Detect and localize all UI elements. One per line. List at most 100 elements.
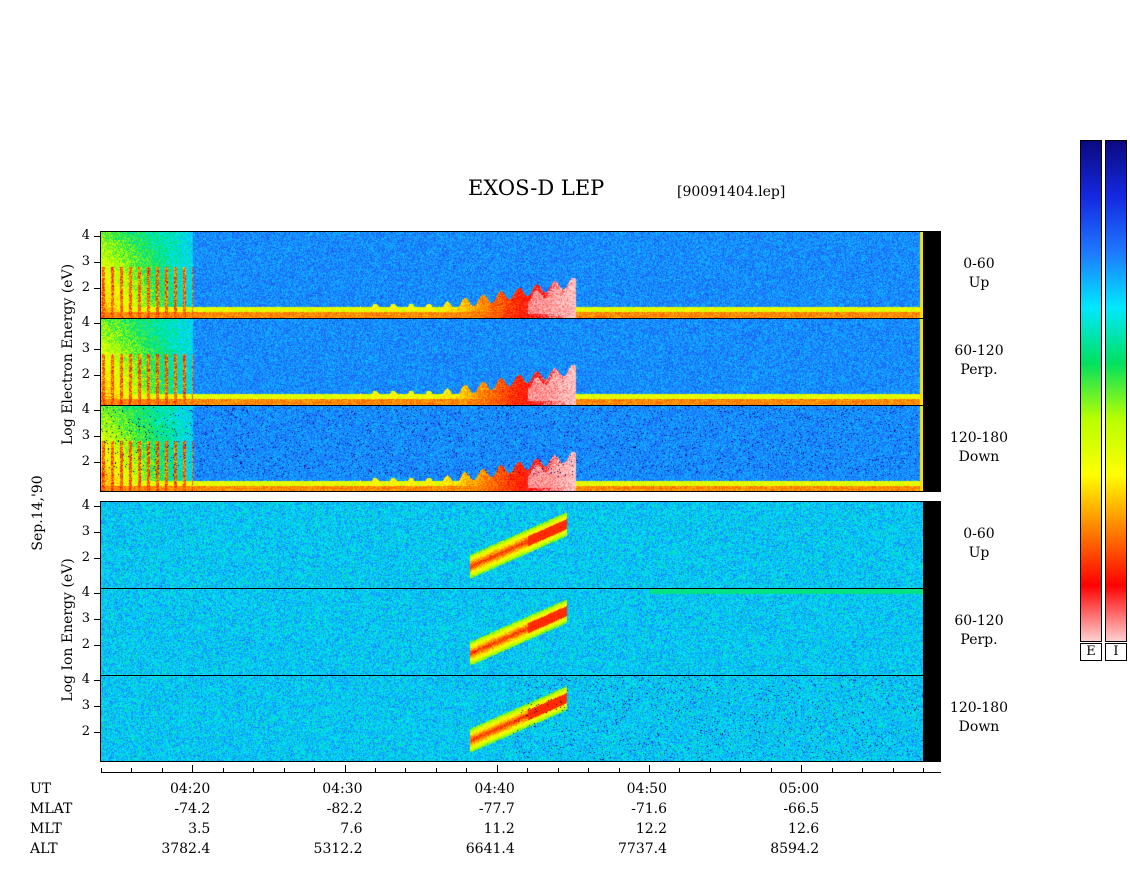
pitch-direction: Up: [968, 275, 990, 291]
y-tick-label: 4: [81, 315, 90, 330]
pitch-direction: Down: [958, 719, 1000, 735]
x-tick-mark: [649, 765, 650, 773]
y-tick-label: 2: [81, 454, 90, 469]
y-tick-label: 2: [81, 367, 90, 382]
ion-colorbar: [1105, 140, 1127, 642]
ion-up-spectrogram: [101, 502, 923, 588]
x-row-value: 04:20: [169, 781, 211, 797]
y-tick-label: 3: [81, 428, 90, 443]
divider: [101, 675, 941, 676]
x-tick-mark: [770, 768, 772, 773]
y-tick-label: 3: [81, 698, 90, 713]
y-tick-mark: [94, 410, 100, 411]
x-row-label: UT: [30, 781, 52, 797]
y-tick-label: 4: [81, 402, 90, 417]
x-tick-mark: [314, 768, 316, 773]
x-tick-mark: [709, 768, 711, 773]
x-tick-mark: [801, 765, 803, 773]
y-tick-label: 4: [81, 498, 90, 513]
y-tick-mark: [94, 732, 100, 733]
x-tick-mark: [344, 765, 346, 773]
y-tick-mark: [94, 349, 100, 350]
y-tick-label: 4: [81, 228, 90, 243]
pitch-range: 0-60: [963, 256, 995, 272]
x-tick-mark: [405, 768, 407, 773]
x-row-value: 7737.4: [618, 841, 667, 857]
x-row-value: 04:50: [626, 781, 667, 797]
panel-pitch-label: 120-180 Down: [939, 429, 1019, 467]
y-tick-label: 2: [81, 724, 90, 739]
x-row-label: MLT: [30, 821, 62, 837]
electron-panel-down: [101, 406, 923, 492]
x-row-value: -77.7: [478, 801, 515, 817]
x-row-label: MLAT: [30, 801, 73, 817]
ion-panel-perp: [101, 589, 923, 675]
y-tick-mark: [94, 645, 100, 646]
ion-down-spectrogram: [101, 676, 923, 762]
x-row-value: -66.5: [783, 801, 820, 817]
y-tick-mark: [94, 506, 100, 507]
pitch-range: 120-180: [949, 700, 1009, 716]
divider: [101, 405, 941, 406]
x-row-value: 04:30: [322, 781, 363, 797]
x-tick-mark: [892, 768, 894, 773]
x-tick-mark: [679, 768, 681, 773]
y-tick-mark: [94, 619, 100, 620]
x-row-value: 12.6: [788, 821, 820, 837]
x-tick-mark: [496, 765, 498, 773]
pitch-range: 0-60: [963, 526, 995, 542]
file-name: [90091404.lep]: [677, 184, 786, 200]
y-tick-label: 4: [81, 585, 90, 600]
x-tick-mark: [588, 768, 590, 773]
date-label: Sep.14,'90: [30, 475, 46, 551]
electron-perp-spectrogram: [101, 319, 923, 405]
x-row-value: -82.2: [326, 801, 363, 817]
y-tick-label: 2: [81, 550, 90, 565]
y-tick-mark: [94, 323, 100, 324]
electron-colorbar-label: E: [1080, 643, 1102, 661]
y-tick-mark: [94, 558, 100, 559]
x-row-value: 12.2: [635, 821, 667, 837]
x-tick-mark: [131, 768, 133, 773]
y-tick-mark: [94, 532, 100, 533]
ion-colorbar-label: I: [1105, 643, 1127, 661]
pitch-range: 60-120: [954, 343, 1004, 359]
electron-gap-strip: [923, 232, 941, 492]
ion-gap-strip: [923, 502, 941, 762]
y-tick-mark: [94, 236, 100, 237]
electron-up-spectrogram: [101, 232, 923, 318]
pitch-range: 60-120: [954, 613, 1004, 629]
x-tick-mark: [527, 768, 529, 773]
electron-panel-perp: [101, 319, 923, 405]
x-tick-mark: [435, 768, 437, 773]
x-tick-mark: [161, 768, 163, 773]
x-row-value: 8594.2: [770, 841, 820, 857]
x-tick-mark: [557, 768, 559, 773]
x-tick-mark: [375, 768, 376, 773]
x-row-value: 6641.4: [465, 841, 515, 857]
x-row-value: 5312.2: [313, 841, 363, 857]
pitch-range: 120-180: [949, 430, 1009, 446]
electron-down-spectrogram: [101, 406, 923, 492]
y-tick-mark: [94, 680, 100, 681]
x-row-value: 04:40: [474, 781, 515, 797]
chart-title: EXOS-D LEP: [468, 176, 605, 200]
x-tick-mark: [740, 768, 742, 773]
x-row-value: 3.5: [188, 821, 211, 837]
x-row-value: -74.2: [174, 801, 211, 817]
divider: [101, 588, 941, 589]
x-tick-mark: [101, 768, 102, 773]
pitch-direction: Perp.: [960, 632, 998, 648]
y-tick-mark: [94, 593, 100, 594]
x-row-value: -71.6: [631, 801, 667, 817]
pitch-direction: Down: [958, 449, 1000, 465]
x-tick-mark: [618, 768, 620, 773]
panel-pitch-label: 60-120 Perp.: [939, 342, 1019, 380]
electron-ylabel: Log Electron Energy (eV): [60, 263, 76, 445]
electron-frame: [100, 231, 941, 492]
x-tick-mark: [862, 768, 864, 773]
y-tick-label: 4: [81, 672, 90, 687]
y-tick-label: 3: [81, 611, 90, 626]
panel-pitch-label: 0-60 Up: [939, 255, 1019, 293]
y-tick-mark: [94, 462, 100, 463]
